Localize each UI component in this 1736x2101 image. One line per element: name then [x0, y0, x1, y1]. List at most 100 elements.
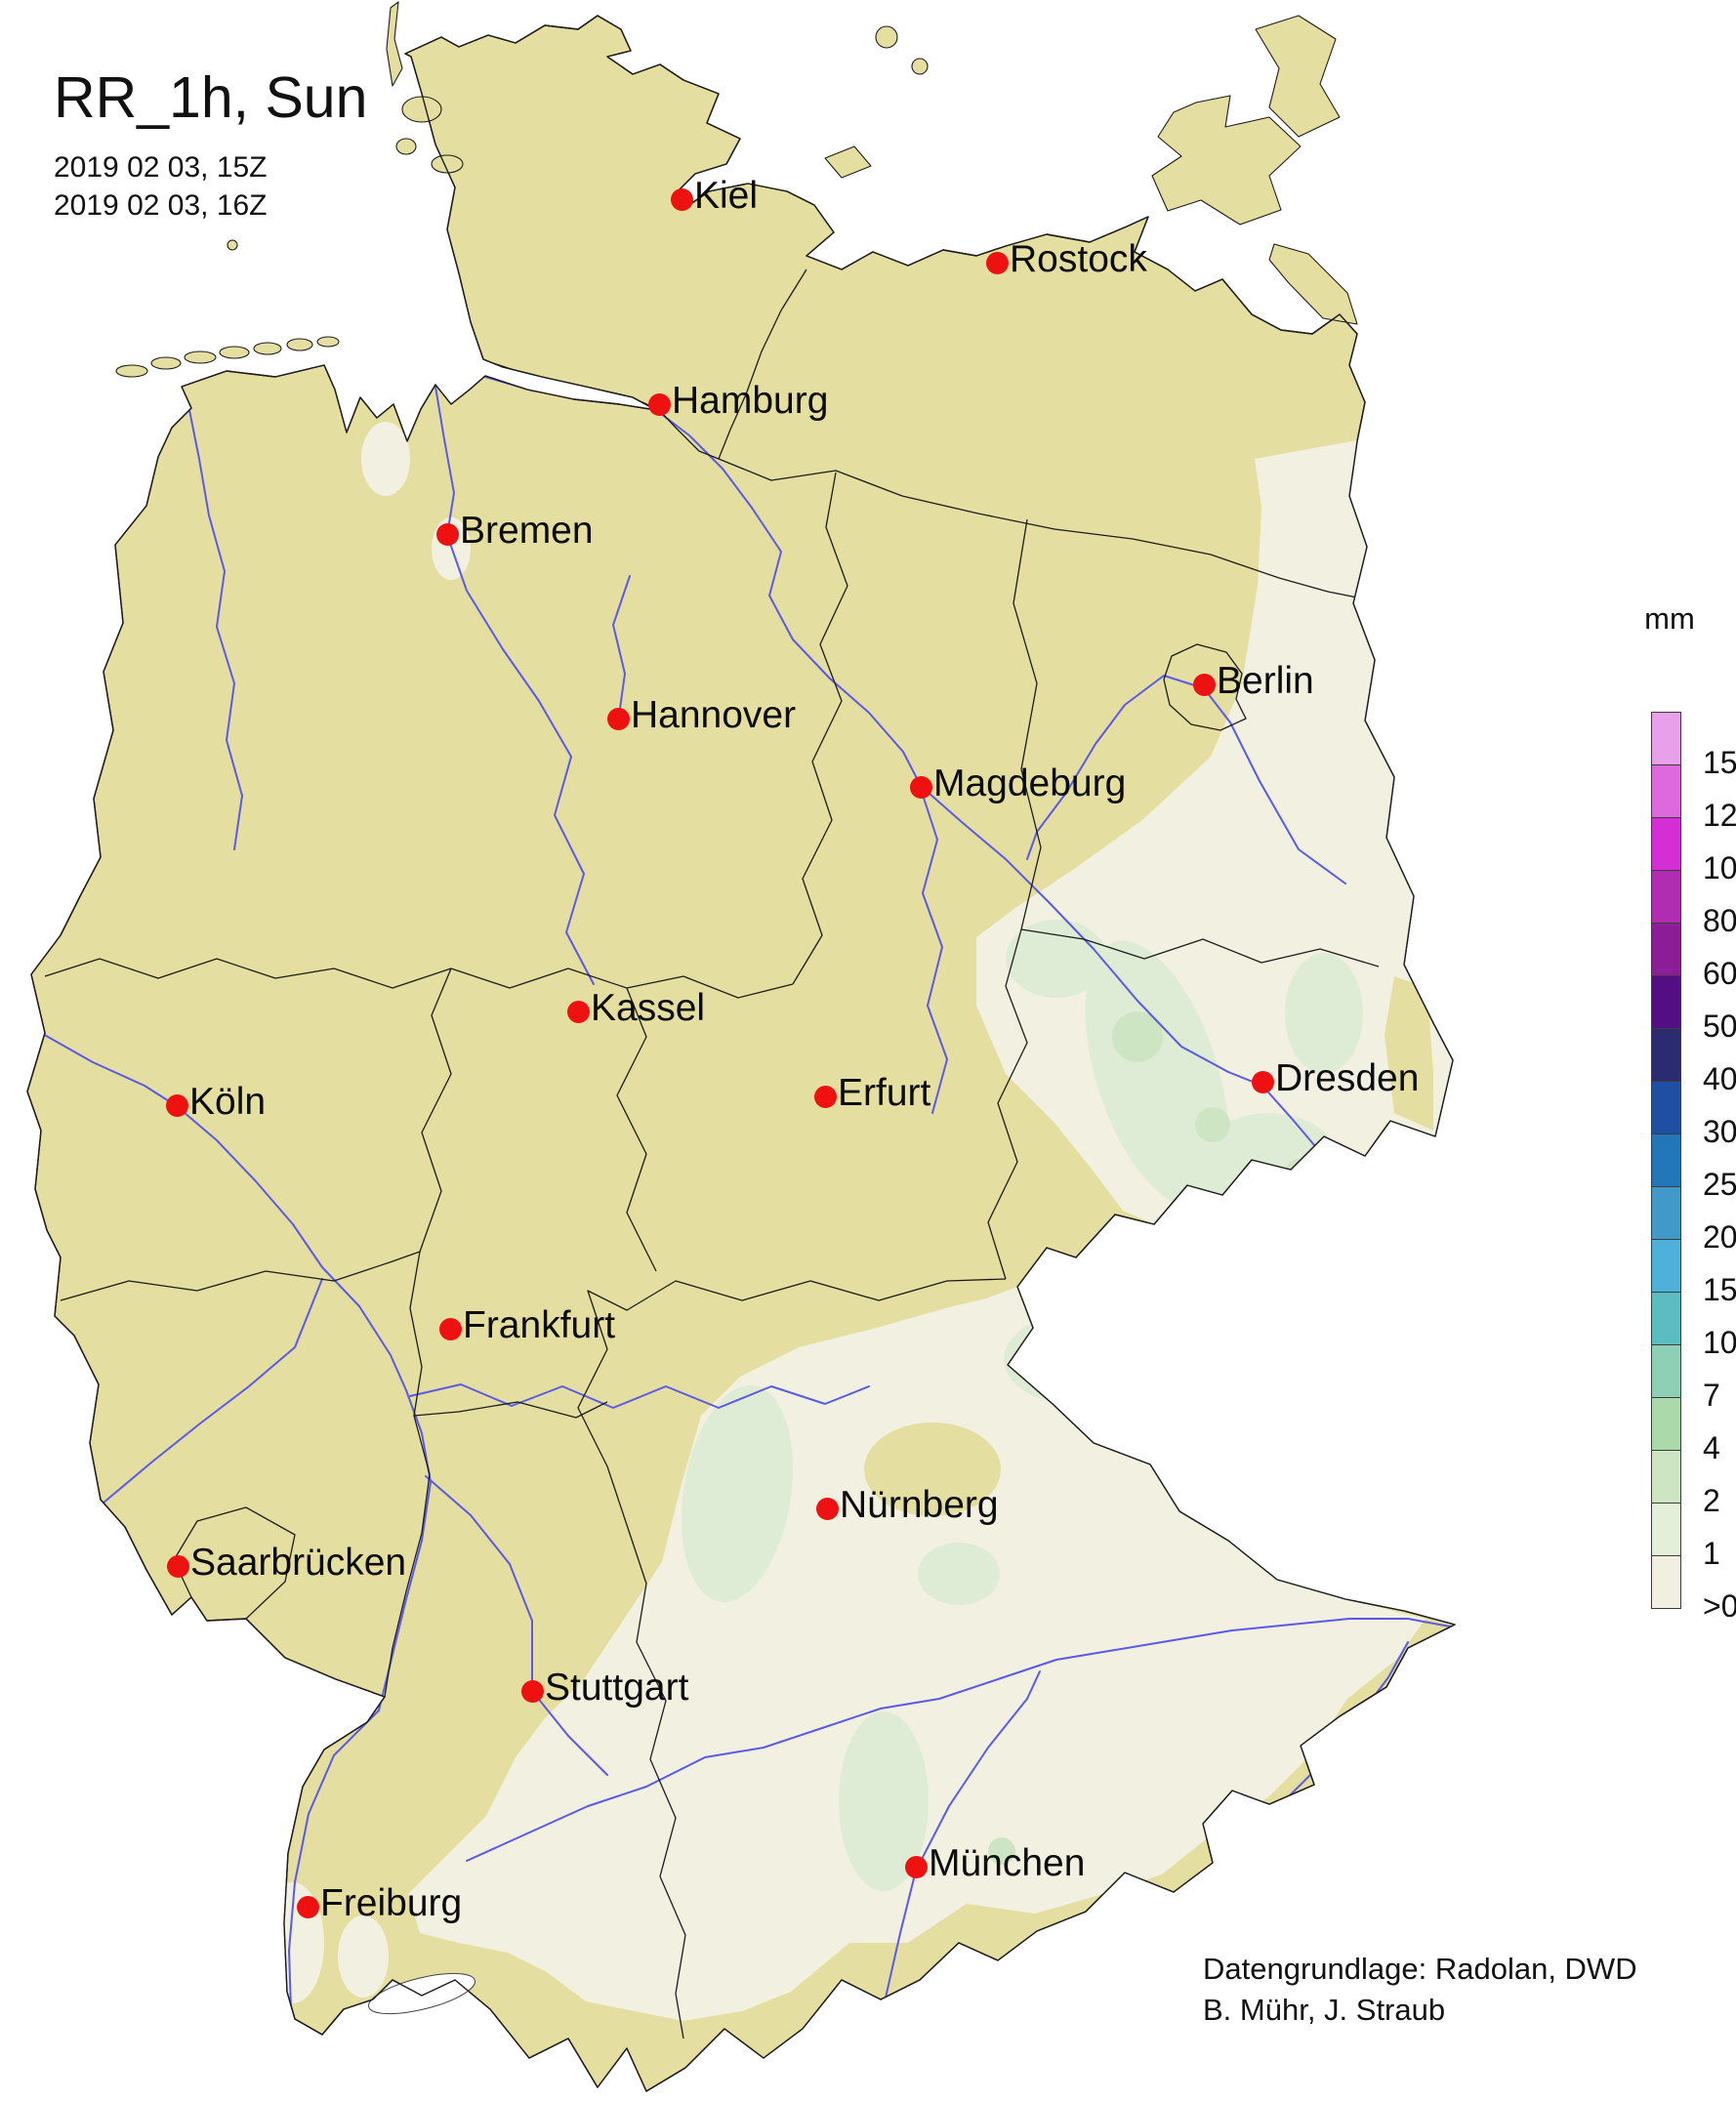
city-dot-icon	[436, 523, 459, 546]
island-helgoland	[227, 239, 238, 251]
valid-time-start: 2019 02 03, 15Z	[54, 151, 268, 184]
legend-color-block: 10	[1651, 1292, 1736, 1360]
legend-color-block: 150	[1651, 712, 1736, 780]
city-dot-icon	[521, 1680, 544, 1703]
dry-patch-southeast	[1347, 1718, 1455, 1899]
legend-color-block: >0	[1651, 1555, 1736, 1624]
city-label: Dresden	[1275, 1057, 1420, 1099]
rain-patch-green	[918, 1543, 1000, 1605]
city-label: München	[929, 1842, 1086, 1884]
legend-color-block: 20	[1651, 1186, 1736, 1255]
river-leine	[612, 575, 631, 723]
legend-color-block: 30	[1651, 1081, 1736, 1149]
city-dot-icon	[648, 393, 671, 416]
legend-tick-label: 25	[1703, 1167, 1736, 1202]
rain-spot	[1195, 1107, 1230, 1142]
dry-patch	[864, 1422, 1001, 1516]
island-fehmarn	[824, 145, 872, 179]
rain-patch-green	[1285, 953, 1363, 1074]
precipitation-overlays	[40, 268, 1455, 2059]
legend-tick-label: 1	[1703, 1536, 1720, 1571]
city-label: Köln	[189, 1081, 267, 1123]
attribution: Datengrundlage: Radolan, DWD B. Mühr, J.…	[1203, 1949, 1637, 2031]
island-small	[911, 58, 929, 75]
river-isar	[883, 1670, 1041, 2007]
river-neckar	[425, 1475, 608, 1776]
river-weser	[434, 386, 595, 985]
city-label: Erfurt	[838, 1072, 931, 1114]
legend-tick-label: 20	[1703, 1219, 1736, 1255]
city-dot-icon	[905, 1856, 928, 1878]
legend-color-block: 1	[1651, 1503, 1720, 1571]
rain-patch-green	[839, 1711, 929, 1891]
city-label: Frankfurt	[463, 1304, 616, 1346]
city-label: Rostock	[1010, 238, 1147, 280]
legend-tick-label: 50	[1703, 1009, 1736, 1044]
city-dot-icon	[607, 708, 630, 730]
island-east-frisian	[219, 346, 250, 359]
state-borders	[44, 268, 1380, 2039]
island-east-frisian	[286, 338, 313, 351]
city-label: Kassel	[591, 987, 706, 1029]
island-east-frisian	[316, 336, 340, 348]
rain-patch-green	[1004, 1314, 1144, 1404]
island-east-frisian	[184, 350, 217, 364]
island-east-frisian	[253, 342, 282, 355]
city-dot-icon	[166, 1094, 188, 1117]
legend-color-block: 2	[1651, 1450, 1720, 1518]
city-label: Magdeburg	[933, 762, 1127, 804]
rain-patch	[338, 1916, 389, 1998]
city-dot-icon	[816, 1498, 839, 1520]
legend-tick-label: 150	[1703, 745, 1736, 780]
island-east-frisian	[150, 356, 182, 370]
attribution-source: Datengrundlage: Radolan, DWD	[1203, 1952, 1637, 1986]
legend-color-block: 25	[1651, 1133, 1736, 1202]
legend-tick-label: 10	[1703, 1325, 1736, 1360]
dry-strip-goerlitz	[1385, 976, 1433, 1131]
island-denmark	[1255, 15, 1341, 138]
map-title: RR_1h, Sun	[54, 65, 368, 130]
rain-area-south	[408, 1287, 1426, 2021]
river-spree	[1203, 687, 1346, 885]
river-mosel	[102, 1278, 323, 1504]
rain-patch-green	[1085, 940, 1229, 1208]
island-small	[875, 25, 898, 49]
legend-color-block: 100	[1651, 817, 1736, 886]
legend-color-block: 50	[1651, 975, 1736, 1044]
city-dot-icon	[297, 1896, 319, 1918]
legend-tick-label: 4	[1703, 1430, 1720, 1465]
city-dot-icon	[671, 188, 693, 211]
city-dot-icon	[1193, 674, 1216, 696]
legend-color-block: 15	[1651, 1239, 1736, 1307]
legend-color-block: 7	[1651, 1344, 1720, 1413]
legend-color-block: 80	[1651, 870, 1736, 938]
island-foehr	[401, 96, 442, 123]
legend-color-block: 4	[1651, 1397, 1720, 1465]
island-usedom	[1268, 243, 1358, 325]
legend-tick-label: 60	[1703, 956, 1736, 991]
legend-unit-label: mm	[1644, 601, 1695, 636]
city-label: Freiburg	[320, 1882, 463, 1924]
city-label: Berlin	[1217, 660, 1314, 702]
legend-tick-label: 15	[1703, 1272, 1736, 1307]
attribution-authors: B. Mühr, J. Straub	[1203, 1993, 1446, 2027]
city-dot-icon	[986, 252, 1009, 274]
city-label: Nürnberg	[840, 1484, 999, 1526]
city-label: Stuttgart	[545, 1667, 689, 1709]
rain-spot	[988, 1837, 1015, 1865]
river-danube	[466, 1618, 1451, 1862]
title-block: RR_1h, Sun 2019 02 03, 15Z 2019 02 03, 1…	[54, 64, 367, 225]
legend-color-block: 40	[1651, 1028, 1736, 1096]
city-label: Hamburg	[672, 380, 829, 422]
dry-patch	[1233, 1197, 1276, 1228]
river-main	[409, 1383, 870, 1409]
island-sylt	[386, 1, 403, 87]
valid-time-end: 2019 02 03, 16Z	[54, 189, 268, 222]
rain-spot	[1112, 1011, 1163, 1062]
island-ruegen	[1151, 95, 1302, 226]
legend-tick-label: 125	[1703, 798, 1736, 833]
legend-tick-label: 7	[1703, 1378, 1720, 1413]
legend-tick-label: 80	[1703, 903, 1736, 938]
berlin-city-border	[1163, 643, 1247, 731]
